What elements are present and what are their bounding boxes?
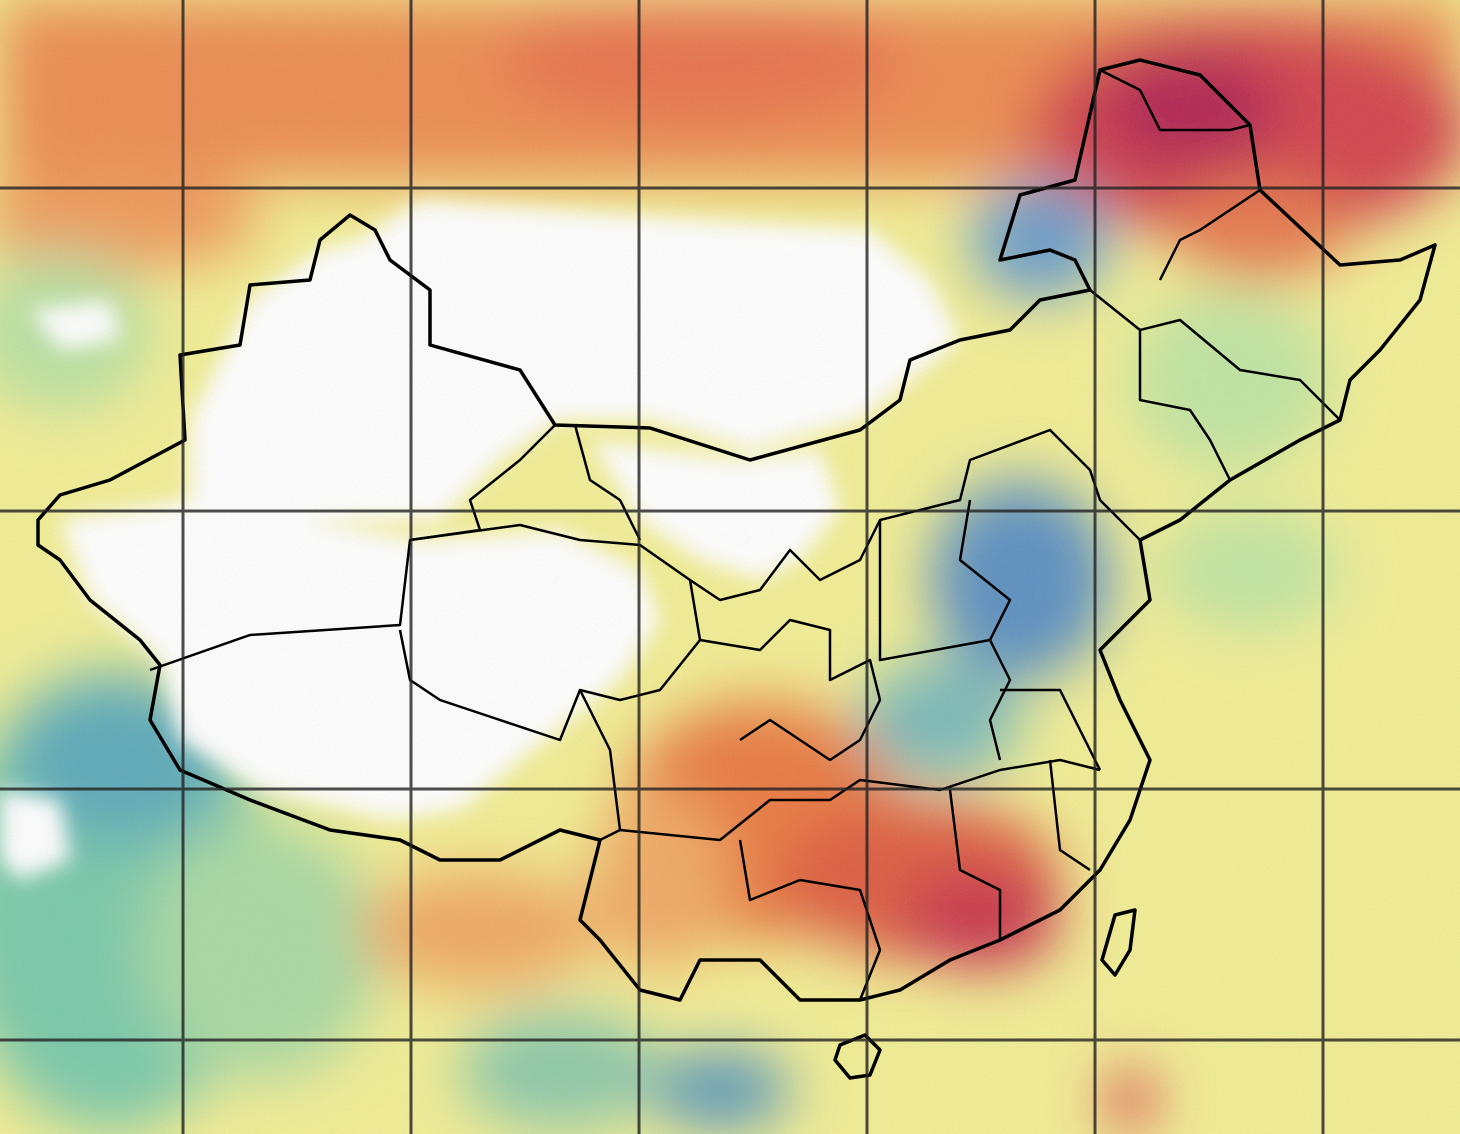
province-boundaries <box>149 68 1341 1001</box>
country-outline <box>36 58 1437 1080</box>
